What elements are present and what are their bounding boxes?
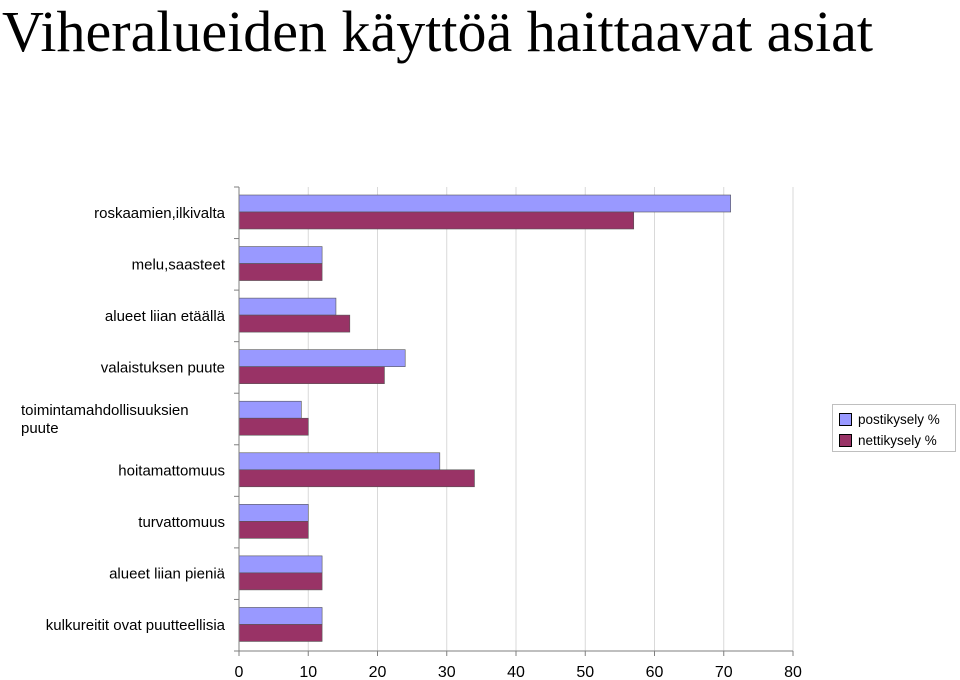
legend-label-postikysely: postikysely % [858,412,940,427]
legend-item-nettikysely: nettikysely % [839,430,955,451]
x-tick-label-10: 10 [299,664,317,680]
bar-nettikysely-7 [238,572,323,591]
bar-series [238,194,731,642]
bar-postikysely-8 [238,607,323,625]
category-label-5: hoitamattomuus [118,463,225,480]
bar-nettikysely-2 [238,314,351,333]
category-label-8: kulkureitit ovat puutteellisia [46,617,226,634]
category-label-3: valaistuksen puute [101,359,225,376]
x-tick-label-80: 80 [784,664,802,680]
bar-nettikysely-6 [238,521,309,539]
bar-nettikysely-5 [238,469,475,488]
legend-swatch-nettikysely [839,434,852,447]
x-tick-label-30: 30 [438,664,456,680]
category-label-1: melu,saasteet [132,256,226,273]
category-label-7: alueet liian pieniä [109,566,226,583]
category-label-4-line-1: puute [21,420,59,437]
category-label-0: roskaamien,ilkivalta [94,205,226,222]
bar-postikysely-3 [238,349,406,367]
x-tick-labels: 0 10 20 30 40 50 60 70 80 [235,664,802,680]
legend-label-nettikysely: nettikysely % [858,433,937,448]
bar-nettikysely-4 [238,417,309,436]
axes [234,186,794,656]
legend: postikysely % nettikysely % [832,404,956,452]
bar-postikysely-1 [238,246,323,264]
grid-lines [307,187,794,651]
x-tick-label-0: 0 [235,664,244,680]
x-tick-label-60: 60 [646,664,664,680]
bar-nettikysely-1 [238,263,323,281]
category-labels: roskaamien,ilkivalta melu,saasteet alueet … [21,205,226,634]
bar-postikysely-7 [238,555,323,574]
x-tick-label-20: 20 [369,664,387,680]
bar-postikysely-5 [238,452,441,471]
x-tick-label-70: 70 [715,664,733,680]
x-tick-label-40: 40 [507,664,525,680]
bar-postikysely-4 [238,400,302,419]
chart-title: Viheralueiden käyttöä haittaavat asiat [2,0,873,64]
legend-item-postikysely: postikysely % [839,409,955,430]
bar-postikysely-6 [238,504,309,522]
x-tick-label-50: 50 [576,664,594,680]
bar-nettikysely-0 [238,211,635,230]
category-label-4-line-0: toimintamahdollisuuksien [21,402,189,419]
category-label-6: turvattomuus [138,514,225,531]
bar-nettikysely-3 [238,366,385,384]
category-label-2: alueet liian etäällä [105,308,226,325]
bar-postikysely-0 [238,194,731,213]
legend-swatch-postikysely [839,413,852,426]
bar-postikysely-2 [238,297,337,316]
bar-nettikysely-8 [238,624,323,642]
